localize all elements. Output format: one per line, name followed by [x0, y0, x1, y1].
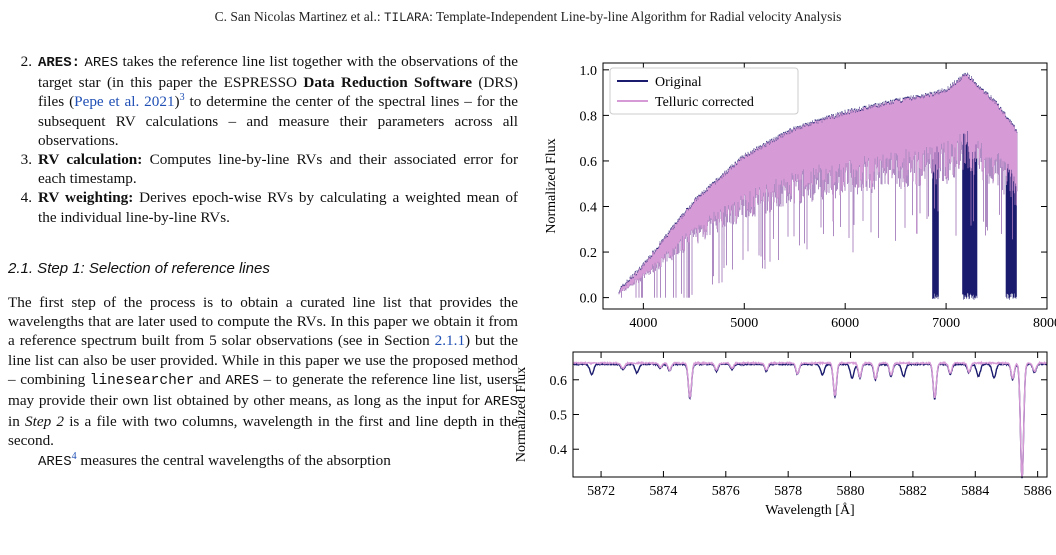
footnote-link[interactable]: 3 [179, 92, 185, 104]
x-axis-label: Wavelength [Å] [765, 502, 854, 518]
y-tick-label: 0.4 [550, 443, 568, 458]
list-item: 4. RV weighting: Derives epoch-wise RVs … [20, 189, 518, 226]
y-axis-label: Normalized Flux [544, 138, 559, 233]
x-tick-label: 5000 [730, 316, 758, 331]
x-tick-label: 5874 [649, 484, 677, 499]
x-tick-label: 5884 [961, 484, 989, 499]
list-item: 3. RV calculation: Computes line-by-line… [20, 151, 519, 188]
legend-label: Telluric corrected [655, 95, 754, 110]
x-tick-label: 5876 [712, 484, 740, 499]
section-heading: 2.1. Step 1: Selection of reference line… [8, 259, 270, 277]
y-tick-label: 0.8 [580, 109, 598, 124]
x-tick-label: 5878 [774, 484, 802, 499]
y-tick-label: 0.4 [580, 201, 598, 216]
series-original [572, 361, 1048, 479]
plot-frame [602, 62, 1048, 310]
citation-link[interactable]: Pepe et al. 2021 [74, 93, 175, 111]
x-tick-label: 5872 [587, 484, 615, 499]
y-tick-label: 0.5 [550, 409, 568, 424]
legend-box [609, 67, 799, 115]
paragraph: The first step of the process is to obta… [8, 294, 518, 450]
bottom-panel-plot: 5872 5874 5876 5878 5880 5882 5884 5886 0.4 0.5 0.… [514, 351, 1052, 518]
y-tick-label: 0.2 [580, 246, 598, 261]
y-tick-label: 0.0 [580, 292, 598, 307]
x-tick-label: 7000 [932, 316, 960, 331]
list-item: 2. ARES: ARES takes the reference line l… [20, 53, 518, 149]
series-telluric-corrected [618, 73, 1018, 298]
plot-frame [572, 351, 1048, 478]
y-tick-label: 0.6 [580, 155, 598, 170]
footnote-link[interactable]: 4 [71, 450, 77, 462]
legend: Original Telluric corrected [609, 67, 799, 115]
legend-label: Original [655, 75, 702, 90]
series-original [618, 72, 1018, 300]
text-column: 2. ARES: ARES takes the reference line l… [8, 52, 518, 472]
x-tick-label: 5886 [1024, 484, 1052, 499]
series-telluric-corrected [572, 360, 1048, 478]
paragraph: ARES4 measures the central wavelengths o… [38, 450, 391, 470]
y-tick-label: 0.6 [550, 374, 568, 389]
section-link[interactable]: 2.1.1 [434, 332, 466, 350]
running-header: C. San Nicolas Martinez et al.: TILARA: … [214, 9, 842, 25]
x-tick-label: 5880 [837, 484, 865, 499]
tool-name: TILARA [384, 11, 430, 25]
y-tick-label: 1.0 [580, 64, 598, 79]
x-tick-label: 4000 [629, 316, 657, 331]
x-tick-label: 5882 [899, 484, 927, 499]
x-tick-label: 6000 [831, 316, 859, 331]
